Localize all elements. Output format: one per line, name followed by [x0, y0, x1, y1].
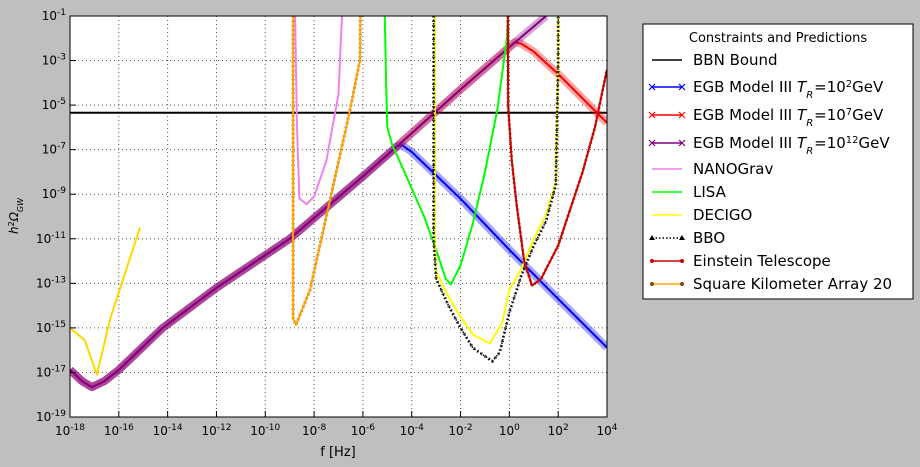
series-line — [70, 227, 141, 376]
x-tick-label: 10-8 — [302, 423, 327, 438]
y-tick-label: 10-17 — [36, 364, 66, 379]
x-tick-label: 10-4 — [400, 423, 425, 438]
legend-label: EGB Model III TR=102GeV — [693, 78, 884, 101]
legend-label: BBN Bound — [693, 51, 778, 69]
series-marker-band — [432, 16, 560, 364]
legend-box — [642, 23, 914, 300]
series-line — [70, 16, 547, 389]
legend-marker — [678, 111, 686, 119]
legend-marker — [650, 259, 654, 263]
legend-marker — [680, 282, 684, 286]
plot-frame — [69, 15, 608, 418]
series-group — [70, 16, 607, 392]
y-tick-label: 10-15 — [36, 320, 66, 335]
legend-title: Constraints and Predictions — [689, 31, 867, 46]
x-tick-label: 10-14 — [153, 423, 183, 438]
legend-marker — [648, 83, 656, 91]
legend-marker — [678, 83, 686, 91]
series-line — [294, 16, 344, 206]
legend-label: EGB Model III TR=1012GeV — [693, 134, 890, 157]
x-tick-label: 10-18 — [55, 423, 85, 438]
legend-marker — [648, 111, 656, 119]
x-tick-label: 10-10 — [250, 423, 280, 438]
ticks: 10-18 10-16 10-14 10-12 10-10 10-8 10-6 10-4 10-… — [36, 8, 618, 438]
x-tick-label: 102 — [548, 423, 569, 438]
x-axis-label: f [Hz] — [320, 445, 355, 460]
legend-marker — [650, 282, 654, 286]
x-tick-label: 10-2 — [448, 423, 472, 438]
x-tick-label: 10-6 — [351, 423, 376, 438]
y-tick-label: 10-1 — [42, 8, 66, 23]
y-tick-label: 10-7 — [42, 142, 66, 157]
y-tick-label: 10-5 — [42, 97, 66, 112]
legend-marker — [679, 235, 685, 240]
x-tick-label: 100 — [499, 423, 520, 438]
legend-marker — [680, 259, 684, 263]
series-line — [433, 16, 560, 345]
x-tick-label: 104 — [596, 423, 617, 438]
legend-label: LISA — [693, 183, 727, 201]
legend-label: Square Kilometer Array 20 — [693, 275, 892, 293]
series-line — [506, 16, 607, 287]
y-tick-label: 10-9 — [42, 186, 67, 201]
legend-marker — [678, 139, 686, 147]
legend-marker — [648, 139, 656, 147]
legend-label: NANOGrav — [693, 160, 773, 178]
legend-marker — [649, 235, 655, 240]
legend-entries: BBN Bound EGB Model III TR=102GeV EGB Mode… — [648, 51, 892, 293]
y-tick-label: 10-13 — [36, 275, 66, 290]
y-axis-label: h2ΩGW — [7, 197, 25, 234]
legend-label: EGB Model III TR=107GeV — [693, 106, 884, 129]
series-line — [292, 16, 362, 326]
legend: Constraints and Predictions BBN Bound EGB… — [642, 23, 914, 300]
legend-label: Einstein Telescope — [693, 252, 831, 270]
series-line — [383, 16, 509, 286]
x-tick-label: 10-12 — [201, 423, 231, 438]
legend-label: BBO — [693, 229, 725, 247]
y-tick-label: 10-19 — [36, 409, 66, 424]
y-tick-label: 10-3 — [42, 53, 66, 68]
legend-label: DECIGO — [693, 206, 752, 224]
x-tick-label: 10-16 — [104, 423, 134, 438]
y-tick-label: 10-11 — [36, 231, 66, 246]
